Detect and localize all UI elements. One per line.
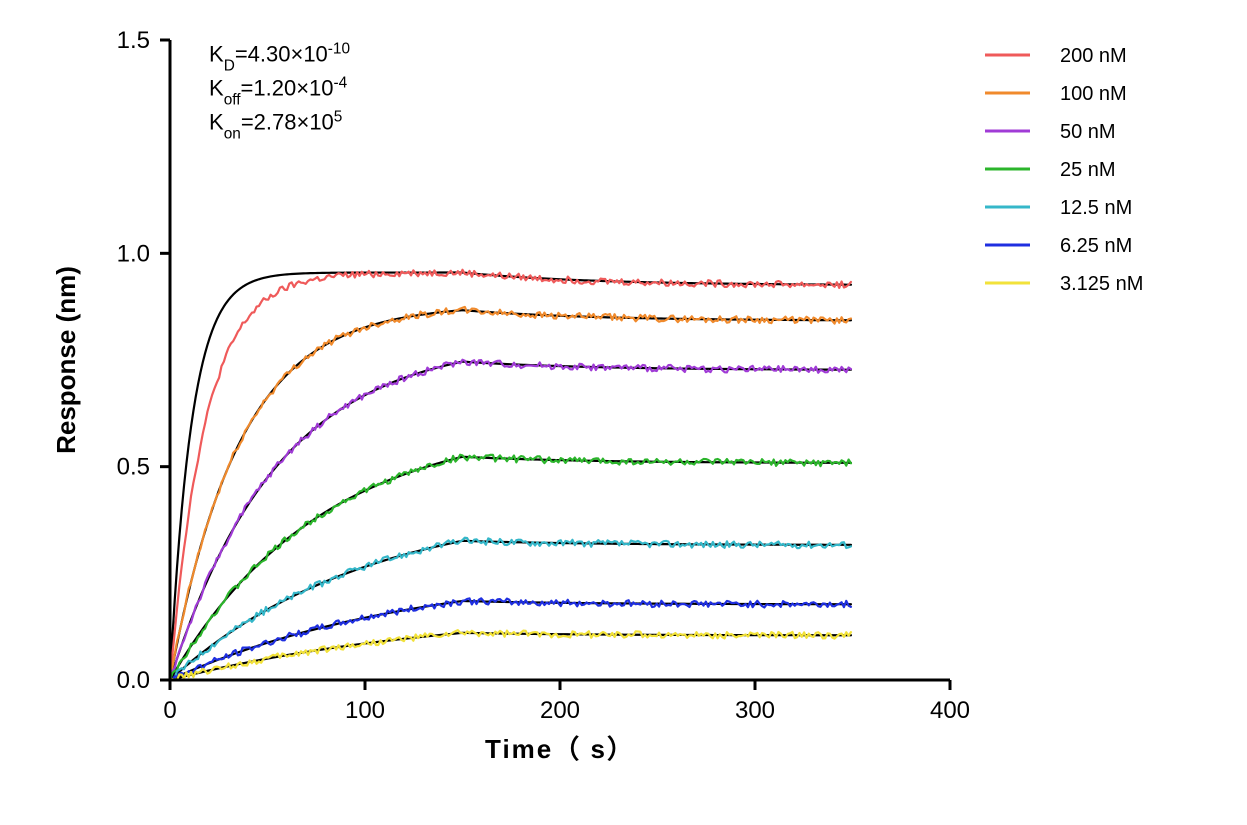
- x-tick-label: 300: [735, 697, 775, 724]
- y-tick-label: 1.5: [117, 27, 150, 54]
- legend-label: 6.25 nM: [1060, 235, 1132, 257]
- legend-label: 25 nM: [1060, 159, 1116, 181]
- y-tick-label: 0.0: [117, 667, 150, 694]
- legend-label: 100 nM: [1060, 83, 1127, 105]
- x-tick-label: 0: [163, 697, 176, 724]
- legend-label: 12.5 nM: [1060, 197, 1132, 219]
- legend-label: 3.125 nM: [1060, 273, 1143, 295]
- x-tick-label: 200: [540, 697, 580, 724]
- y-axis-label: Response (nm): [51, 266, 81, 454]
- legend-label: 50 nM: [1060, 121, 1116, 143]
- x-tick-label: 100: [345, 697, 385, 724]
- legend-label: 200 nM: [1060, 45, 1127, 67]
- chart-container: 0 100 200 300 400 0.0 0.5 1.0 1.5 Time（ s） Respons…: [0, 0, 1247, 825]
- y-tick-label: 0.5: [117, 454, 150, 481]
- x-axis-label: Time（ s）: [485, 734, 635, 764]
- y-tick-label: 1.0: [117, 240, 150, 267]
- x-tick-label: 400: [930, 697, 970, 724]
- binding-kinetics-chart: 0 100 200 300 400 0.0 0.5 1.0 1.5 Time（ s） Respons…: [0, 0, 1247, 825]
